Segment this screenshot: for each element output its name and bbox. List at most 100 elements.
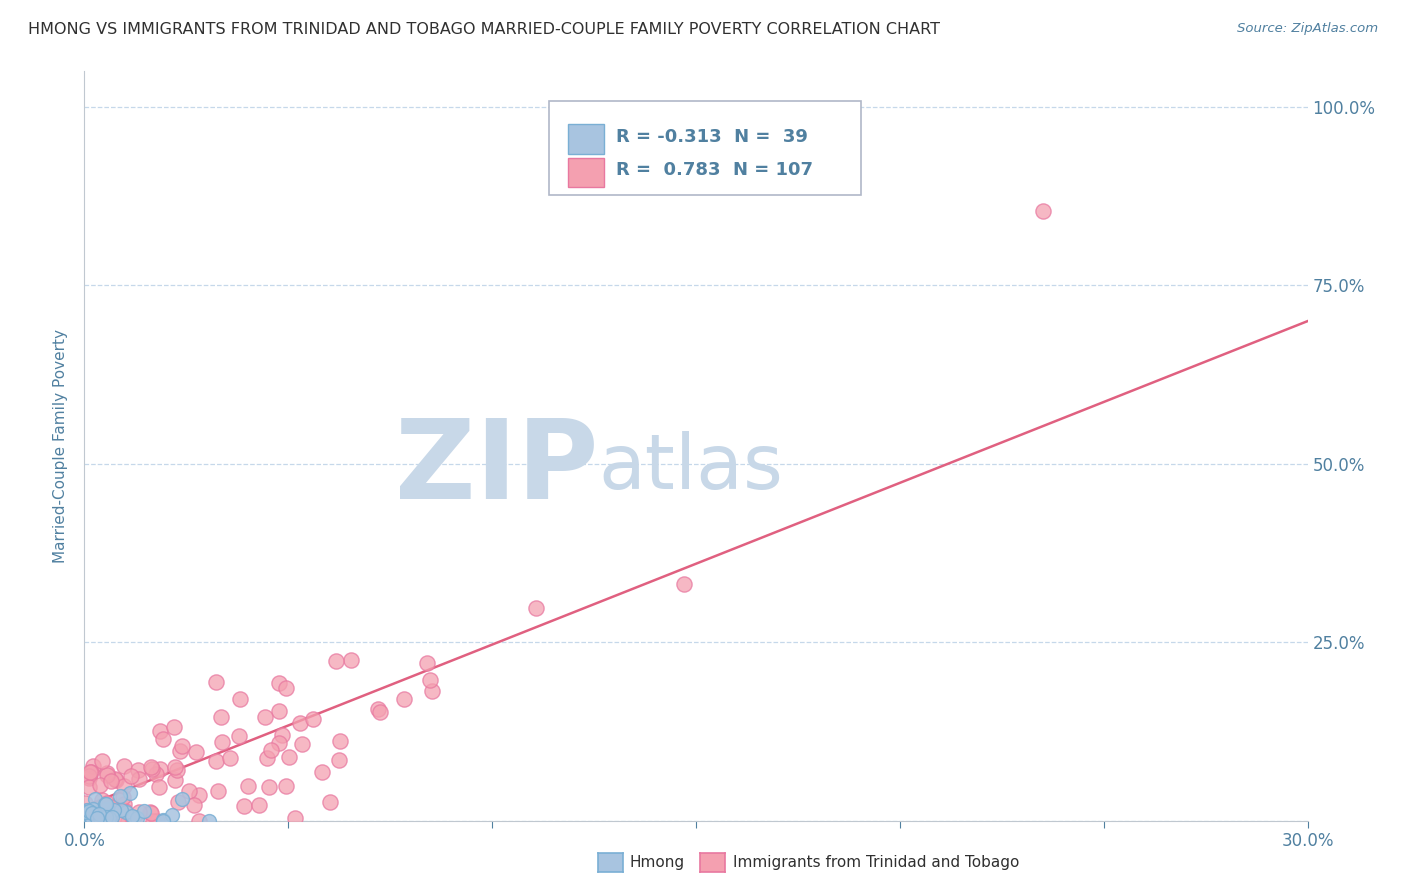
Text: Source: ZipAtlas.com: Source: ZipAtlas.com: [1237, 22, 1378, 36]
Point: [96, 811, 118, 825]
Point: [269, 736, 291, 750]
Point: [311, 765, 333, 780]
Point: [96, 797, 118, 811]
Point: [76, 804, 98, 818]
Point: [149, 762, 172, 776]
Point: [278, 750, 301, 764]
Point: [101, 810, 124, 824]
Text: ZIP: ZIP: [395, 415, 598, 522]
Point: [100, 800, 122, 814]
Point: [198, 814, 221, 828]
Point: [253, 710, 276, 724]
Point: [89, 807, 111, 822]
Point: [187, 789, 209, 803]
Point: [146, 814, 169, 828]
Point: [319, 795, 342, 809]
Point: [82, 758, 104, 772]
Point: [90, 793, 112, 807]
Point: [367, 701, 389, 715]
Point: [89, 778, 111, 792]
Point: [94, 809, 117, 823]
Point: [110, 803, 132, 817]
Point: [325, 654, 347, 668]
Text: Hmong: Hmong: [630, 855, 685, 870]
Text: Immigrants from Trinidad and Tobago: Immigrants from Trinidad and Tobago: [733, 855, 1019, 870]
Point: [211, 735, 233, 749]
Point: [415, 656, 437, 670]
Point: [229, 692, 252, 706]
Point: [75, 814, 97, 828]
Point: [301, 713, 323, 727]
Point: [170, 739, 193, 753]
Point: [188, 814, 211, 828]
Point: [219, 750, 242, 764]
Point: [207, 784, 229, 798]
Point: [145, 767, 167, 781]
Point: [80, 764, 103, 779]
Point: [139, 806, 162, 821]
Point: [76, 806, 98, 821]
Point: [100, 773, 122, 788]
Point: [114, 804, 136, 818]
Point: [117, 814, 139, 828]
Point: [93, 814, 115, 828]
Point: [77, 780, 100, 794]
Point: [79, 771, 101, 785]
Point: [112, 779, 135, 793]
Point: [96, 768, 118, 782]
Point: [76, 808, 98, 822]
Point: [118, 786, 141, 800]
Point: [232, 799, 254, 814]
Point: [236, 780, 259, 794]
Point: [209, 710, 232, 724]
Point: [183, 798, 205, 813]
Point: [420, 684, 443, 698]
Point: [122, 810, 145, 824]
Point: [103, 803, 125, 817]
Point: [139, 805, 162, 820]
Point: [152, 731, 174, 746]
Point: [149, 723, 172, 738]
Point: [96, 802, 118, 816]
Point: [75, 797, 97, 811]
Point: [84, 805, 107, 820]
Point: [672, 577, 695, 591]
FancyBboxPatch shape: [550, 102, 860, 195]
Point: [79, 764, 101, 779]
Point: [127, 811, 149, 825]
Point: [76, 803, 98, 817]
Point: [328, 753, 350, 767]
Point: [82, 814, 104, 828]
Point: [80, 806, 103, 821]
Point: [368, 705, 391, 719]
Point: [167, 796, 190, 810]
Point: [270, 727, 292, 741]
Point: [110, 789, 132, 804]
Point: [165, 760, 187, 774]
Point: [94, 797, 117, 811]
Point: [89, 806, 111, 821]
Point: [247, 797, 270, 812]
Point: [115, 805, 138, 820]
Point: [98, 808, 121, 822]
Point: [77, 814, 100, 828]
FancyBboxPatch shape: [568, 124, 605, 153]
FancyBboxPatch shape: [568, 158, 605, 187]
Point: [257, 780, 280, 795]
Point: [267, 704, 290, 718]
Point: [96, 766, 118, 780]
Point: [166, 763, 188, 777]
Point: [329, 733, 352, 747]
Point: [128, 805, 150, 819]
Point: [340, 653, 363, 667]
Point: [97, 814, 120, 828]
Point: [93, 812, 115, 826]
Point: [256, 751, 278, 765]
Point: [392, 692, 415, 706]
Point: [284, 811, 307, 825]
Point: [121, 814, 143, 828]
Point: [94, 802, 117, 816]
Text: atlas: atlas: [598, 432, 783, 506]
Point: [98, 813, 121, 827]
Point: [228, 729, 250, 743]
